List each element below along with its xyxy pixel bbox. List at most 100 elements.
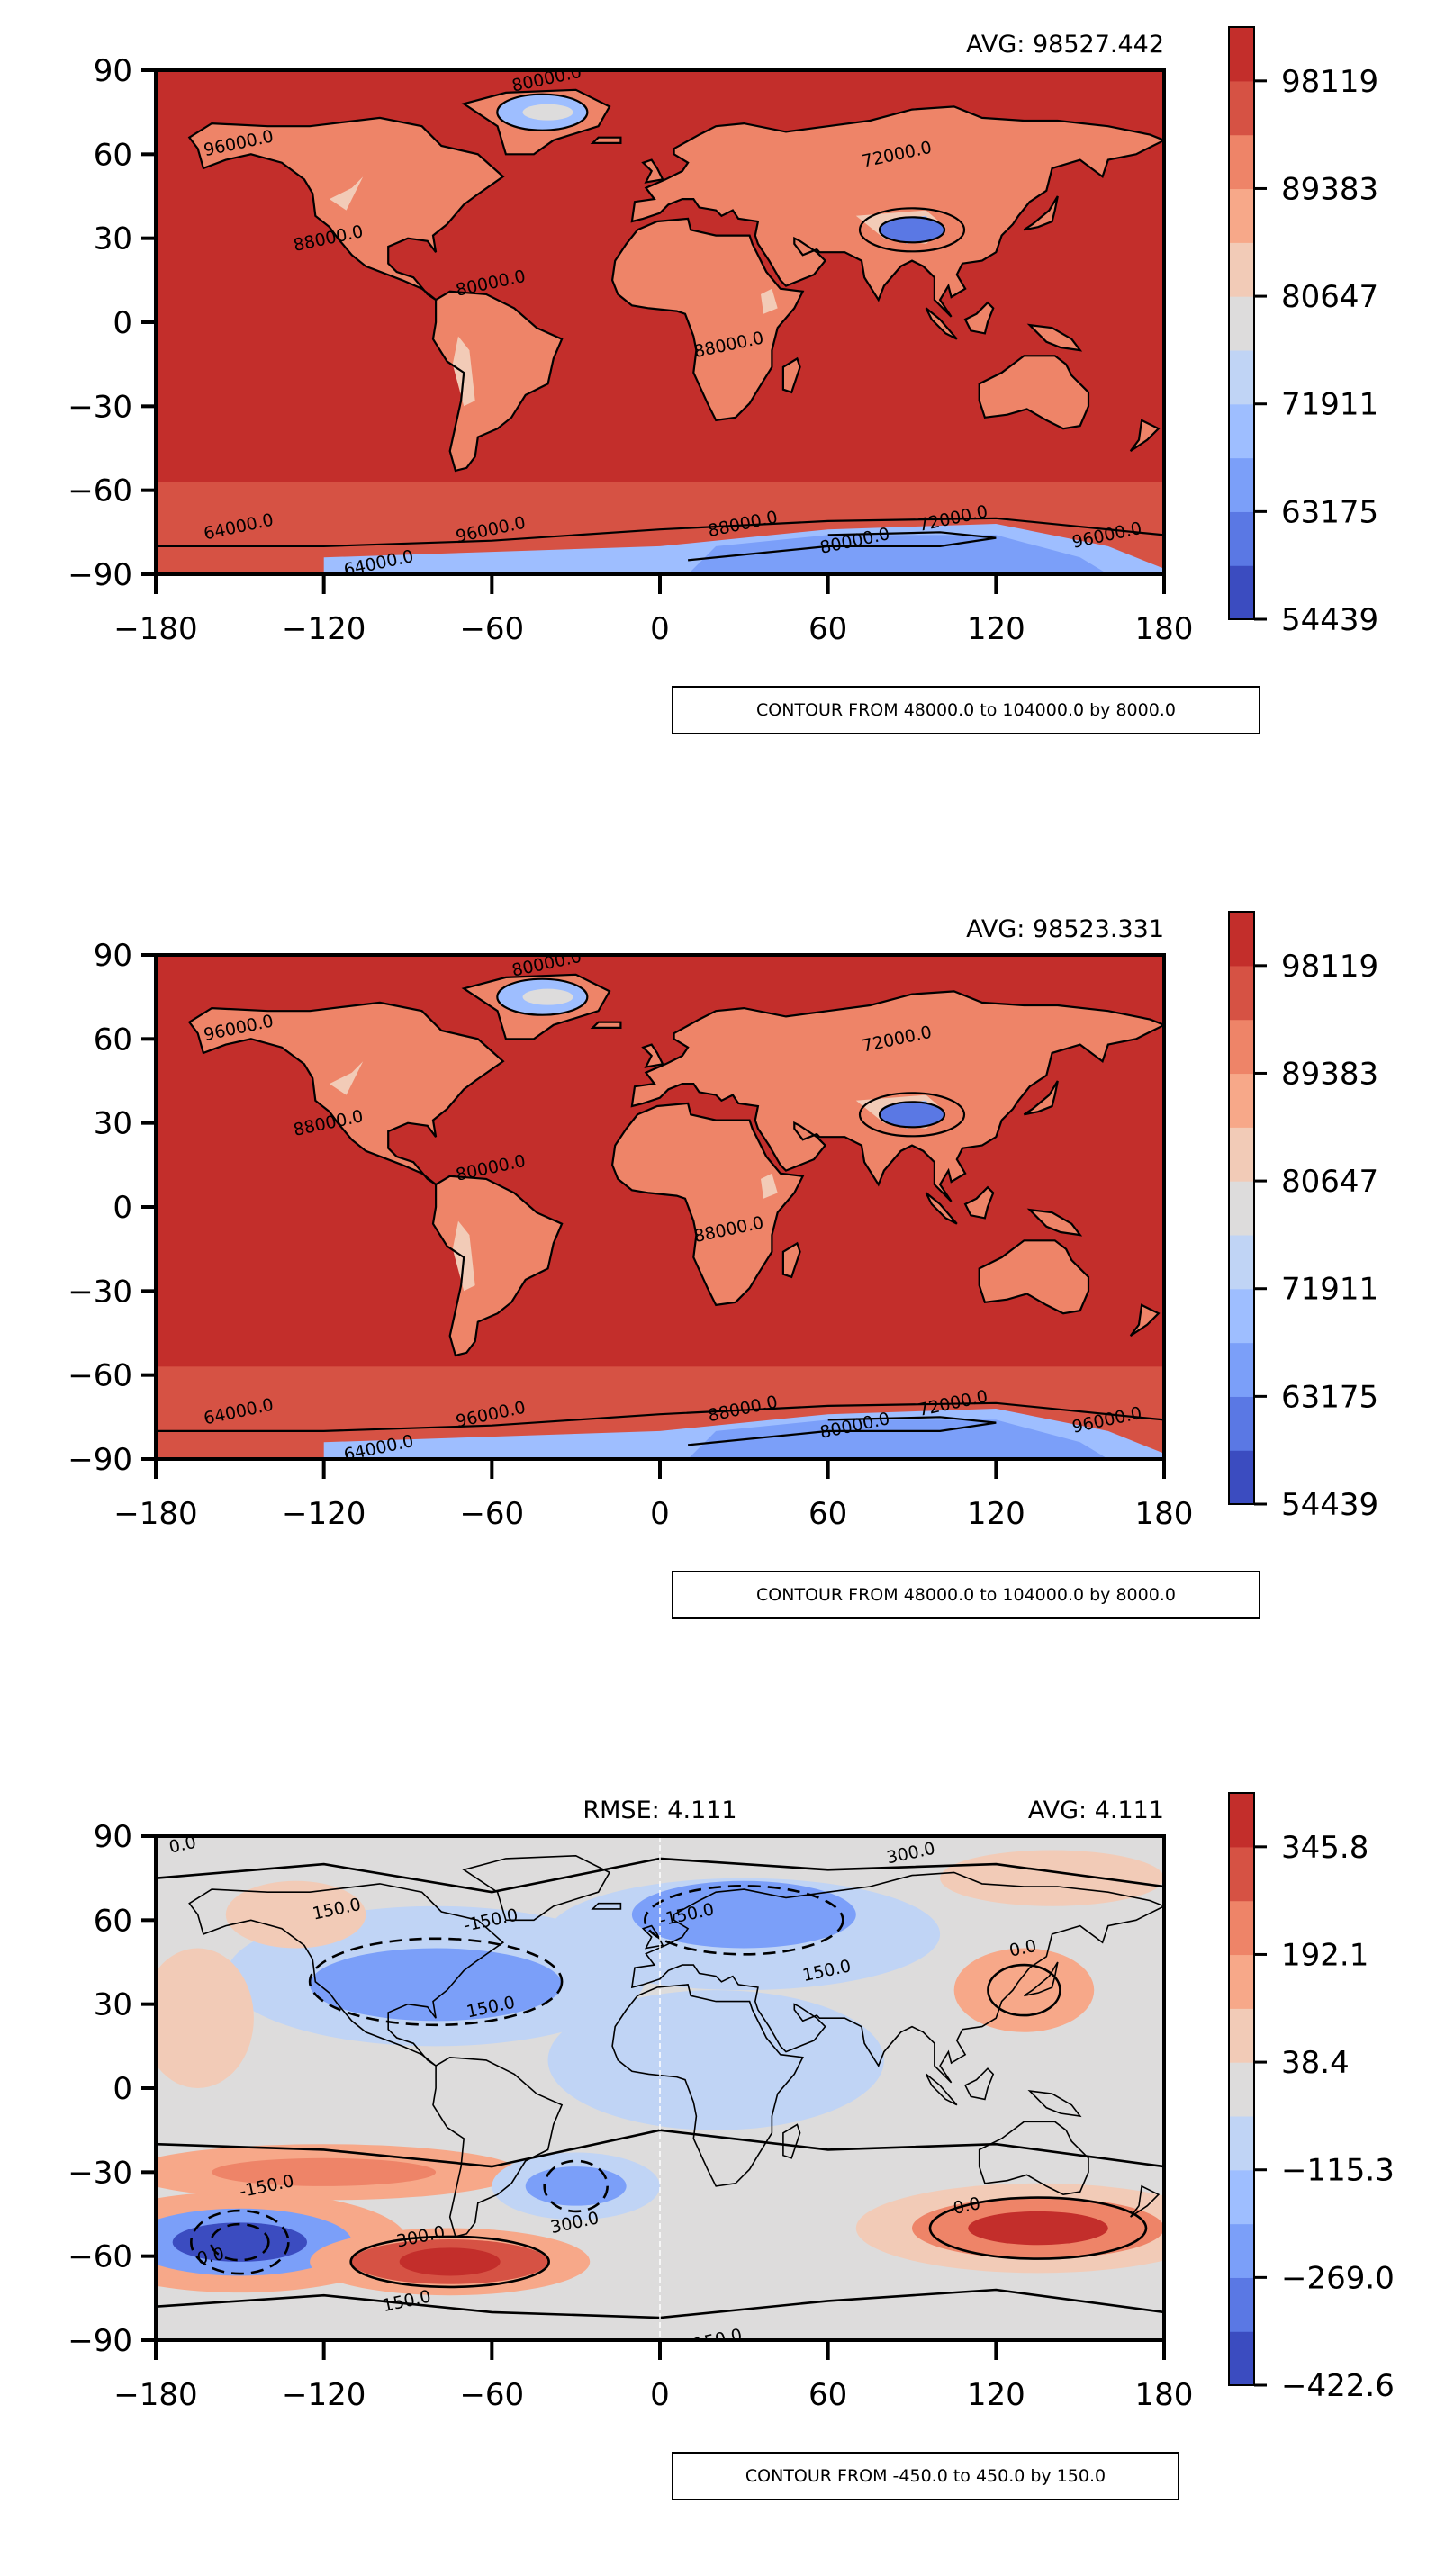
- contour-samerica: [431, 1175, 564, 1357]
- land-australia: [979, 356, 1088, 429]
- y-tick-label: 30: [94, 1987, 132, 2023]
- y-tick-label: 0: [113, 2071, 132, 2107]
- land-eurasia: [631, 106, 1164, 317]
- colorbar-segment: [1229, 457, 1254, 512]
- coastline-namerica: [188, 1883, 505, 2067]
- colorbar-tick-label: 54439: [1281, 1487, 1378, 1523]
- coastline-eurasia: [630, 1871, 1164, 2084]
- colorbar-segment: [1229, 965, 1254, 1021]
- y-tick-label: −90: [68, 557, 132, 593]
- x-tick-label: −60: [459, 2377, 524, 2413]
- avg-label: AVG: 98527.442: [966, 31, 1164, 59]
- coastline-borneo: [964, 2067, 995, 2101]
- land-uk: [643, 159, 664, 183]
- coastline-madagascar: [782, 2123, 801, 2159]
- y-tick-label: −90: [68, 1442, 132, 1478]
- colorbar-tick-label: 89383: [1281, 1056, 1378, 1092]
- contour-uk: [641, 158, 664, 184]
- colorbar-segment: [1229, 2115, 1254, 2171]
- x-tick-label: 0: [650, 2377, 670, 2413]
- contour-antarctic-2: [687, 531, 997, 562]
- land-eurasia: [631, 991, 1164, 1202]
- x-tick-label: 120: [967, 1496, 1025, 1532]
- coastline-japan: [1023, 1961, 1059, 1997]
- colorbar-segment: [1229, 242, 1254, 297]
- colorbar-segment: [1229, 349, 1254, 405]
- coastline-africa: [611, 1984, 804, 2187]
- field-region-5: [399, 2247, 501, 2276]
- tibet-core: [880, 217, 944, 243]
- colorbar-segment: [1229, 188, 1254, 243]
- land-madagascar: [782, 1243, 800, 1277]
- field-region-10: [212, 2157, 437, 2186]
- field-region-2: [172, 2222, 307, 2262]
- contour-uk: [641, 1043, 664, 1068]
- contour-zero-1: [156, 2129, 1164, 2168]
- colorbar-frame: [1228, 911, 1255, 1505]
- contour-japan: [1023, 195, 1059, 231]
- contour-madagascar: [781, 1241, 801, 1279]
- x-tick-label: 180: [1135, 1496, 1194, 1532]
- colorbar-segment: [1229, 1073, 1254, 1128]
- land-samerica: [433, 291, 563, 471]
- y-tick-label: −90: [68, 2323, 132, 2359]
- contour-info-box: CONTOUR FROM -450.0 to 450.0 by 150.0: [672, 2452, 1179, 2500]
- contour-neg-5: [644, 1885, 844, 1956]
- colorbar-tick-label: 54439: [1281, 602, 1378, 638]
- contour-info-box: CONTOUR FROM 48000.0 to 104000.0 by 8000…: [672, 686, 1260, 734]
- colorbar-segment: [1229, 2008, 1254, 2063]
- colorbar-segment: [1229, 2062, 1254, 2117]
- colorbar-tick-label: 89383: [1281, 171, 1378, 207]
- antarctic-core: [688, 535, 1108, 574]
- contour-pos-3: [987, 1963, 1061, 2017]
- y-tick-label: 0: [113, 305, 132, 341]
- y-tick-label: 30: [94, 221, 132, 257]
- y-tick-label: 60: [94, 1022, 132, 1058]
- map-panel-3: 0.0 150.0 -150.0 300.0 0.0 150.0 -150.0 300.0 0.…: [0, 1766, 1445, 2576]
- map-panel-2: 96000.0 88000.0 80000.0 72000.0 64000.0 96000…: [0, 885, 1445, 1695]
- avg-label: AVG: 98523.331: [966, 915, 1164, 943]
- y-tick-label: −30: [68, 1274, 132, 1310]
- contour-neg-1: [190, 2209, 290, 2275]
- colorbar-segment: [1229, 2169, 1254, 2225]
- land-samerica: [433, 1175, 563, 1356]
- colorbar-tick-label: −115.3: [1281, 2153, 1395, 2189]
- colorbar-segment: [1229, 1396, 1254, 1451]
- contour-greenland: [496, 977, 589, 1016]
- ethiopia-region: [761, 1173, 778, 1199]
- x-tick-label: −120: [282, 1496, 366, 1532]
- contour-iceland: [590, 136, 622, 144]
- coastline-sumatra: [925, 2073, 958, 2106]
- y-tick-label: 0: [113, 1190, 132, 1226]
- x-tick-label: 0: [650, 611, 670, 647]
- contour-antarctic-1: [156, 1401, 1164, 1433]
- contour-antarctic-2: [687, 1416, 997, 1446]
- contour-tibet-outer: [858, 207, 966, 253]
- colorbar-tick-label: 63175: [1281, 1379, 1378, 1415]
- land-newguinea: [1029, 1210, 1080, 1236]
- colorbar-segment: [1229, 2277, 1254, 2332]
- contour-africa: [610, 217, 805, 422]
- land-uk: [643, 1044, 664, 1067]
- colorbar-segment: [1229, 2331, 1254, 2386]
- coastline-iceland: [591, 1902, 622, 1910]
- contour-borneo: [963, 1185, 995, 1220]
- contour-greenland: [461, 973, 611, 1040]
- contour-newguinea: [1026, 1208, 1083, 1237]
- map-panel-1: 96000.0 88000.0 80000.0 72000.0 64000.0 96000…: [0, 0, 1445, 810]
- contour-australia: [978, 1239, 1090, 1315]
- contour-antarctic-1: [156, 517, 1164, 548]
- colorbar-segment: [1229, 27, 1254, 82]
- colorbar-tick-label: −422.6: [1281, 2368, 1395, 2404]
- x-tick-label: 60: [808, 2377, 847, 2413]
- coastline-greenland: [462, 1854, 611, 1922]
- colorbar-tick-label: 71911: [1281, 387, 1378, 423]
- x-tick-label: −180: [113, 1496, 197, 1532]
- x-tick-label: −180: [113, 611, 197, 647]
- contour-neg-2: [210, 2222, 270, 2262]
- contour-japan: [1023, 1080, 1059, 1116]
- rockies-region: [329, 176, 364, 211]
- x-tick-label: −120: [282, 611, 366, 647]
